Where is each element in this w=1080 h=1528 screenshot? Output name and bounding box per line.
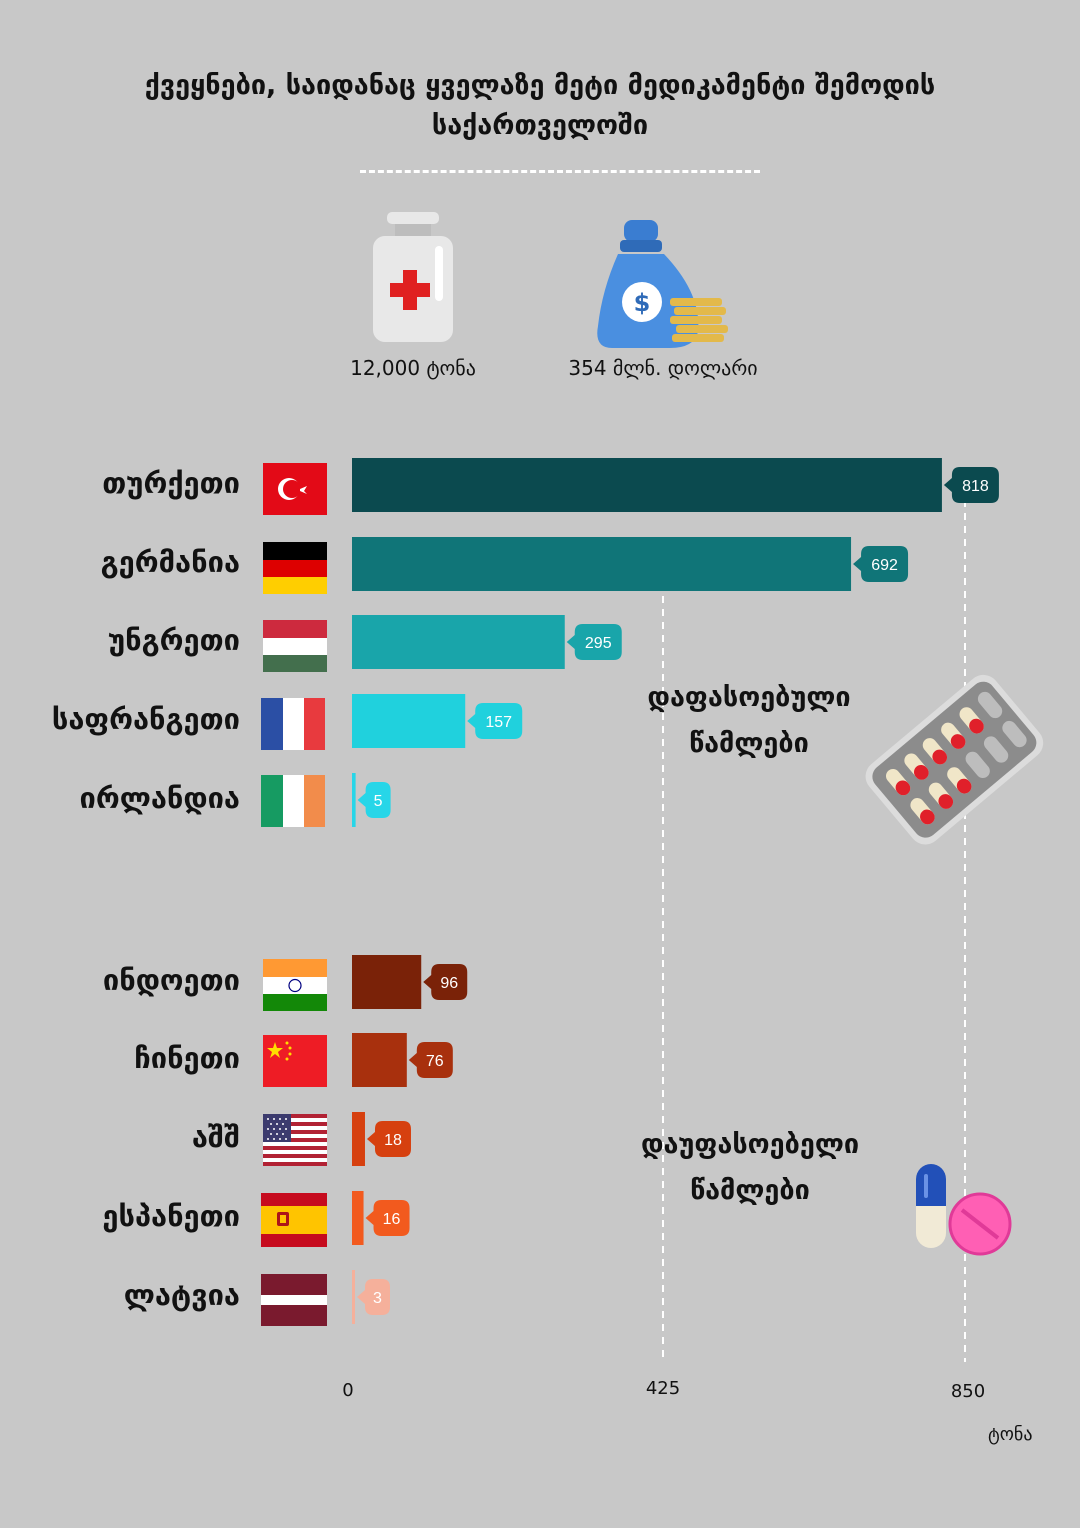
country-label-6: ჩინეთი bbox=[134, 1041, 240, 1075]
value-label-1: 692 bbox=[871, 557, 898, 574]
value-label-7: 18 bbox=[384, 1132, 402, 1149]
value-label-3: 157 bbox=[485, 714, 512, 731]
unpackaged-medicines-label-line-1: დაუფასოებელი bbox=[640, 1129, 860, 1160]
france-flag bbox=[261, 698, 325, 750]
china-flag bbox=[263, 1035, 327, 1087]
ireland-flag bbox=[261, 775, 325, 827]
value-label-6: 76 bbox=[426, 1053, 444, 1070]
country-label-9: ლატვია bbox=[123, 1278, 240, 1312]
bar-4 bbox=[352, 773, 356, 827]
hungary-flag bbox=[263, 620, 327, 672]
usa-flag bbox=[263, 1114, 327, 1166]
value-label-9: 3 bbox=[373, 1290, 382, 1307]
value-label-4: 5 bbox=[374, 793, 383, 810]
turkey-flag bbox=[263, 463, 327, 515]
medicine-bottle-icon bbox=[373, 212, 453, 342]
x-axis-unit-label: ტონა bbox=[988, 1424, 1033, 1445]
money-bag-icon: $ bbox=[597, 220, 728, 348]
germany-flag bbox=[263, 542, 327, 594]
unpackaged-medicines-label: დაუფასოებელი წამლები bbox=[610, 1122, 890, 1214]
bar-5 bbox=[352, 955, 422, 1009]
value-tag-7 bbox=[366, 1121, 411, 1157]
value-label-2: 295 bbox=[585, 635, 612, 652]
value-tag-9 bbox=[357, 1279, 390, 1315]
x-tick-0: 0 bbox=[342, 1380, 354, 1401]
latvia-flag bbox=[261, 1274, 327, 1326]
country-label-7: აშშ bbox=[191, 1120, 240, 1154]
stat-weight-label: 12,000 ტონა bbox=[350, 356, 476, 380]
packaged-medicines-label-line-1: დაფასოებული bbox=[647, 682, 851, 713]
bar-6 bbox=[352, 1033, 407, 1087]
value-tag-5 bbox=[423, 964, 468, 1000]
x-tick-850: 850 bbox=[950, 1381, 986, 1402]
value-tag-2 bbox=[566, 624, 622, 660]
bar-2 bbox=[352, 615, 565, 669]
chart-title-line-1: ქვეყნები, საიდანაც ყველაზე მეტი მედიკამე… bbox=[144, 70, 936, 101]
value-tag-6 bbox=[408, 1042, 453, 1078]
country-label-0: თურქეთი bbox=[102, 466, 240, 500]
value-tag-3 bbox=[467, 703, 523, 739]
country-label-1: გერმანია bbox=[100, 545, 240, 579]
country-label-5: ინდოეთი bbox=[102, 963, 240, 997]
country-label-4: ირლანდია bbox=[79, 781, 240, 815]
blister-pack-icon bbox=[865, 674, 1044, 845]
value-tag-4 bbox=[357, 782, 391, 818]
bar-9 bbox=[352, 1270, 355, 1324]
bar-1 bbox=[352, 537, 852, 591]
svg-text:$: $ bbox=[634, 289, 651, 317]
value-tag-0 bbox=[943, 467, 999, 503]
value-tag-1 bbox=[853, 546, 909, 582]
chart-title-line-2: საქართველოში bbox=[431, 110, 649, 141]
country-label-2: უნგრეთი bbox=[108, 623, 240, 657]
india-flag bbox=[263, 959, 327, 1011]
country-label-3: საფრანგეთი bbox=[51, 702, 240, 736]
packaged-medicines-label-line-2: წამლები bbox=[689, 728, 809, 759]
chart-title: ქვეყნები, საიდანაც ყველაზე მეტი მედიკამე… bbox=[0, 66, 1080, 146]
title-divider bbox=[360, 170, 760, 173]
country-label-8: ესპანეთი bbox=[102, 1199, 240, 1233]
x-tick-425: 425 bbox=[645, 1378, 681, 1399]
spain-flag bbox=[261, 1193, 327, 1247]
packaged-medicines-label: დაფასოებული წამლები bbox=[614, 675, 884, 767]
pills-icon bbox=[916, 1164, 1012, 1256]
value-tag-8 bbox=[365, 1200, 410, 1236]
value-label-5: 96 bbox=[440, 975, 458, 992]
stat-value-label: 354 მლნ. დოლარი bbox=[568, 356, 758, 380]
bar-8 bbox=[352, 1191, 364, 1245]
unpackaged-medicines-label-line-2: წამლები bbox=[690, 1175, 810, 1206]
value-label-8: 16 bbox=[383, 1211, 401, 1228]
bar-3 bbox=[352, 694, 466, 748]
value-label-0: 818 bbox=[962, 478, 989, 495]
bar-7 bbox=[352, 1112, 365, 1166]
bar-0 bbox=[352, 458, 942, 512]
